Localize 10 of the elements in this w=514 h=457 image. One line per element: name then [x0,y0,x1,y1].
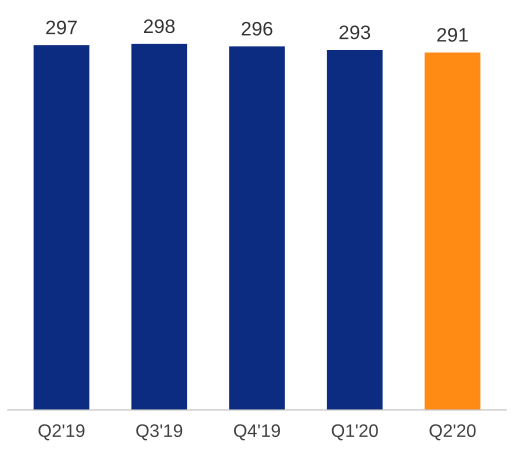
x-tick-label: Q3'19 [136,424,182,440]
x-tick-label: Q2'19 [38,424,84,440]
data-label: 293 [340,26,370,40]
data-label: 297 [46,20,77,34]
x-tick-label: Q1'20 [332,424,378,440]
data-label: 298 [144,19,175,34]
data-label: 296 [242,22,272,36]
x-tick-label: Q2'20 [430,424,476,440]
x-tick-label: Q4'19 [234,424,280,440]
data-label: 291 [437,28,468,42]
